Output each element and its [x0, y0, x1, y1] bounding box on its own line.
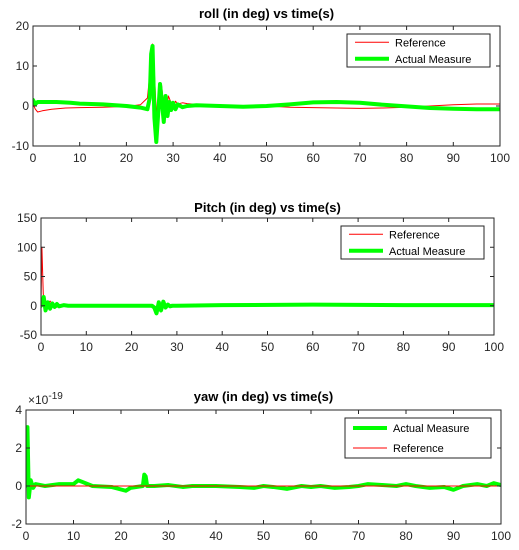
x-tick-label: 80 — [400, 151, 414, 165]
chart-title: Pitch (in deg) vs time(s) — [194, 200, 341, 215]
x-tick-label: 100 — [491, 529, 511, 543]
x-tick-label: 60 — [307, 151, 321, 165]
x-tick-label: 10 — [80, 340, 94, 354]
legend-box — [340, 225, 485, 260]
y-tick-label: 0 — [22, 99, 29, 113]
x-tick-label: 100 — [490, 151, 510, 165]
exponent-label: ×10-19 — [28, 391, 63, 407]
y-tick-label: 50 — [24, 270, 38, 284]
x-tick-label: 30 — [166, 151, 180, 165]
pitch-subplot: 0 10 20 30 40 50 60 70 80 90 100-50050100150Pitch … — [17, 200, 504, 354]
chart-title: yaw (in deg) vs time(s) — [194, 389, 333, 404]
x-tick-label: 90 — [442, 340, 456, 354]
legend-label-actual-measure: Actual Measure — [389, 246, 465, 258]
x-tick-label: 80 — [399, 529, 413, 543]
y-tick-label: 20 — [16, 19, 30, 33]
legend-label-reference: Reference — [395, 37, 446, 49]
y-tick-label: -50 — [20, 328, 38, 342]
x-tick-label: 20 — [114, 529, 128, 543]
legend-label-reference: Reference — [393, 443, 444, 455]
x-tick-label: 60 — [304, 529, 318, 543]
series-line-reference — [33, 43, 500, 123]
y-tick-label: 2 — [15, 441, 22, 455]
legend-label-actual-measure: Actual Measure — [395, 54, 471, 66]
x-tick-label: 50 — [261, 340, 275, 354]
legend-box — [344, 417, 492, 459]
legend-label-actual-measure: Actual Measure — [393, 423, 469, 435]
x-tick-label: 10 — [73, 151, 87, 165]
y-tick-label: 0 — [30, 299, 37, 313]
series-line-actual-measure — [41, 294, 494, 316]
y-tick-label: 0 — [15, 479, 22, 493]
x-tick-label: 20 — [125, 340, 139, 354]
x-tick-label: 70 — [351, 340, 365, 354]
x-tick-label: 50 — [260, 151, 274, 165]
exponent-power: -19 — [48, 391, 63, 402]
x-tick-label: 30 — [162, 529, 176, 543]
x-tick-label: 80 — [397, 340, 411, 354]
x-tick-label: 70 — [352, 529, 366, 543]
y-tick-label: -2 — [11, 517, 22, 531]
x-tick-label: 40 — [213, 151, 227, 165]
y-tick-label: 10 — [16, 59, 30, 73]
x-tick-label: 70 — [353, 151, 367, 165]
x-tick-label: 100 — [484, 340, 504, 354]
x-tick-label: 40 — [209, 529, 223, 543]
y-tick-label: 4 — [15, 403, 22, 417]
x-tick-label: 0 — [38, 340, 45, 354]
x-tick-label: 40 — [216, 340, 230, 354]
y-tick-label: 150 — [17, 211, 37, 225]
x-tick-label: 50 — [257, 529, 271, 543]
y-tick-label: 100 — [17, 240, 37, 254]
chart-title: roll (in deg) vs time(s) — [199, 6, 334, 21]
x-tick-label: 60 — [306, 340, 320, 354]
legend-box — [346, 33, 491, 68]
x-tick-label: 20 — [120, 151, 134, 165]
x-tick-label: 30 — [170, 340, 184, 354]
x-tick-label: 0 — [30, 151, 37, 165]
x-tick-label: 90 — [447, 151, 461, 165]
series-line-actual-measure — [33, 44, 500, 144]
legend-label-reference: Reference — [389, 229, 440, 241]
x-tick-label: 90 — [447, 529, 461, 543]
y-tick-label: -10 — [12, 139, 30, 153]
x-tick-label: 10 — [67, 529, 81, 543]
x-tick-label: 0 — [23, 529, 30, 543]
